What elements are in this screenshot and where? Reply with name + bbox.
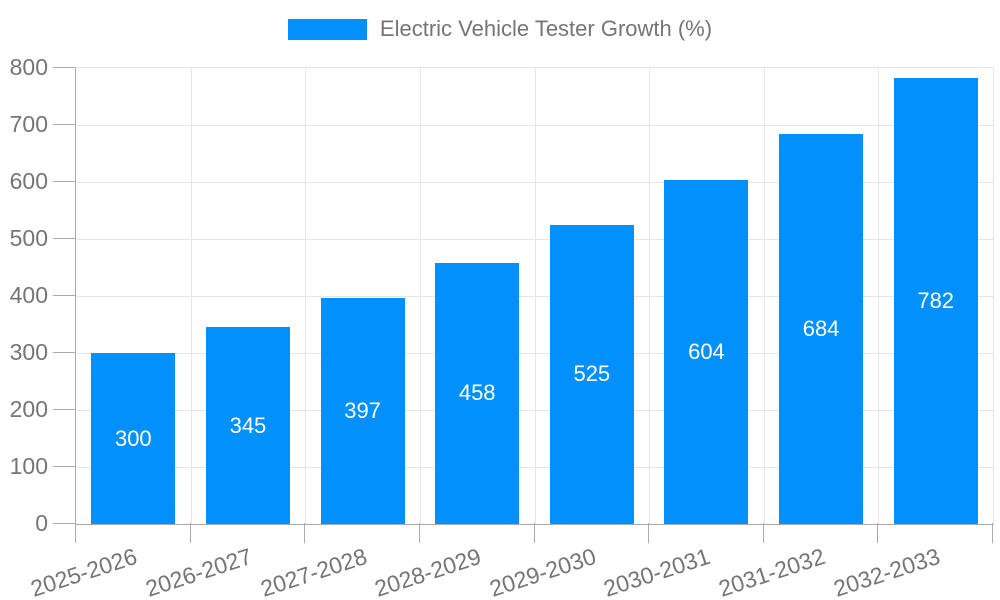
y-axis-tick-label: 100 (9, 453, 48, 479)
y-axis-tick-label: 800 (9, 54, 48, 80)
bar-value-label: 684 (802, 316, 840, 342)
bar: 300 (91, 353, 176, 524)
bar-value-label: 604 (688, 338, 725, 364)
y-axis-tick-label: 300 (9, 339, 48, 365)
gridline-vertical (534, 68, 536, 524)
gridline-vertical (763, 68, 765, 524)
bar: 397 (320, 297, 405, 524)
bar: 525 (549, 224, 634, 524)
x-axis-tick (533, 523, 535, 543)
x-axis-tick (189, 523, 191, 543)
bar-value-label: 525 (573, 361, 611, 387)
x-axis-tick (762, 523, 764, 543)
gridline-vertical (878, 68, 880, 524)
y-axis-tick (53, 67, 75, 68)
y-axis-tick (53, 181, 75, 182)
bar: 345 (205, 327, 290, 524)
y-axis-tick-label: 400 (9, 282, 48, 308)
x-axis-tick (418, 523, 420, 543)
gridline-vertical (305, 68, 307, 524)
x-axis-tick (648, 523, 650, 543)
plot-area: 300 345 397 458 525 604 684 782 (75, 67, 994, 525)
bar: 782 (893, 78, 978, 524)
y-axis-tick-label: 500 (9, 225, 48, 251)
y-axis-tick-label: 0 (35, 510, 48, 536)
x-axis-tick (992, 523, 993, 543)
legend-label: Electric Vehicle Tester Growth (%) (379, 16, 713, 41)
y-axis-tick (53, 466, 75, 467)
bar: 684 (779, 134, 864, 524)
gridline-vertical (649, 68, 651, 524)
y-axis-tick (53, 238, 75, 239)
y-axis-tick (53, 523, 75, 524)
bar-value-label: 458 (458, 380, 496, 406)
bar-value-label: 345 (229, 412, 267, 438)
y-axis-tick (53, 409, 75, 410)
x-axis-tick (75, 523, 76, 543)
x-axis-tick (877, 523, 879, 543)
bar-value-label: 397 (344, 397, 381, 423)
gridline-vertical (190, 68, 192, 524)
y-axis-tick-label: 200 (9, 396, 48, 422)
gridline-vertical (419, 68, 421, 524)
y-axis-tick (53, 124, 75, 125)
x-axis-tick (304, 523, 306, 543)
bar: 604 (664, 179, 749, 524)
bar-value-label: 300 (114, 425, 152, 451)
y-axis-tick-label: 700 (9, 111, 48, 137)
bar-value-label: 782 (917, 288, 955, 314)
y-axis-tick-label: 600 (9, 168, 48, 194)
bar: 458 (435, 262, 520, 524)
y-axis-tick (53, 295, 75, 296)
legend-swatch (287, 18, 367, 40)
legend: Electric Vehicle Tester Growth (%) (0, 16, 1000, 42)
y-axis-tick (53, 352, 75, 353)
